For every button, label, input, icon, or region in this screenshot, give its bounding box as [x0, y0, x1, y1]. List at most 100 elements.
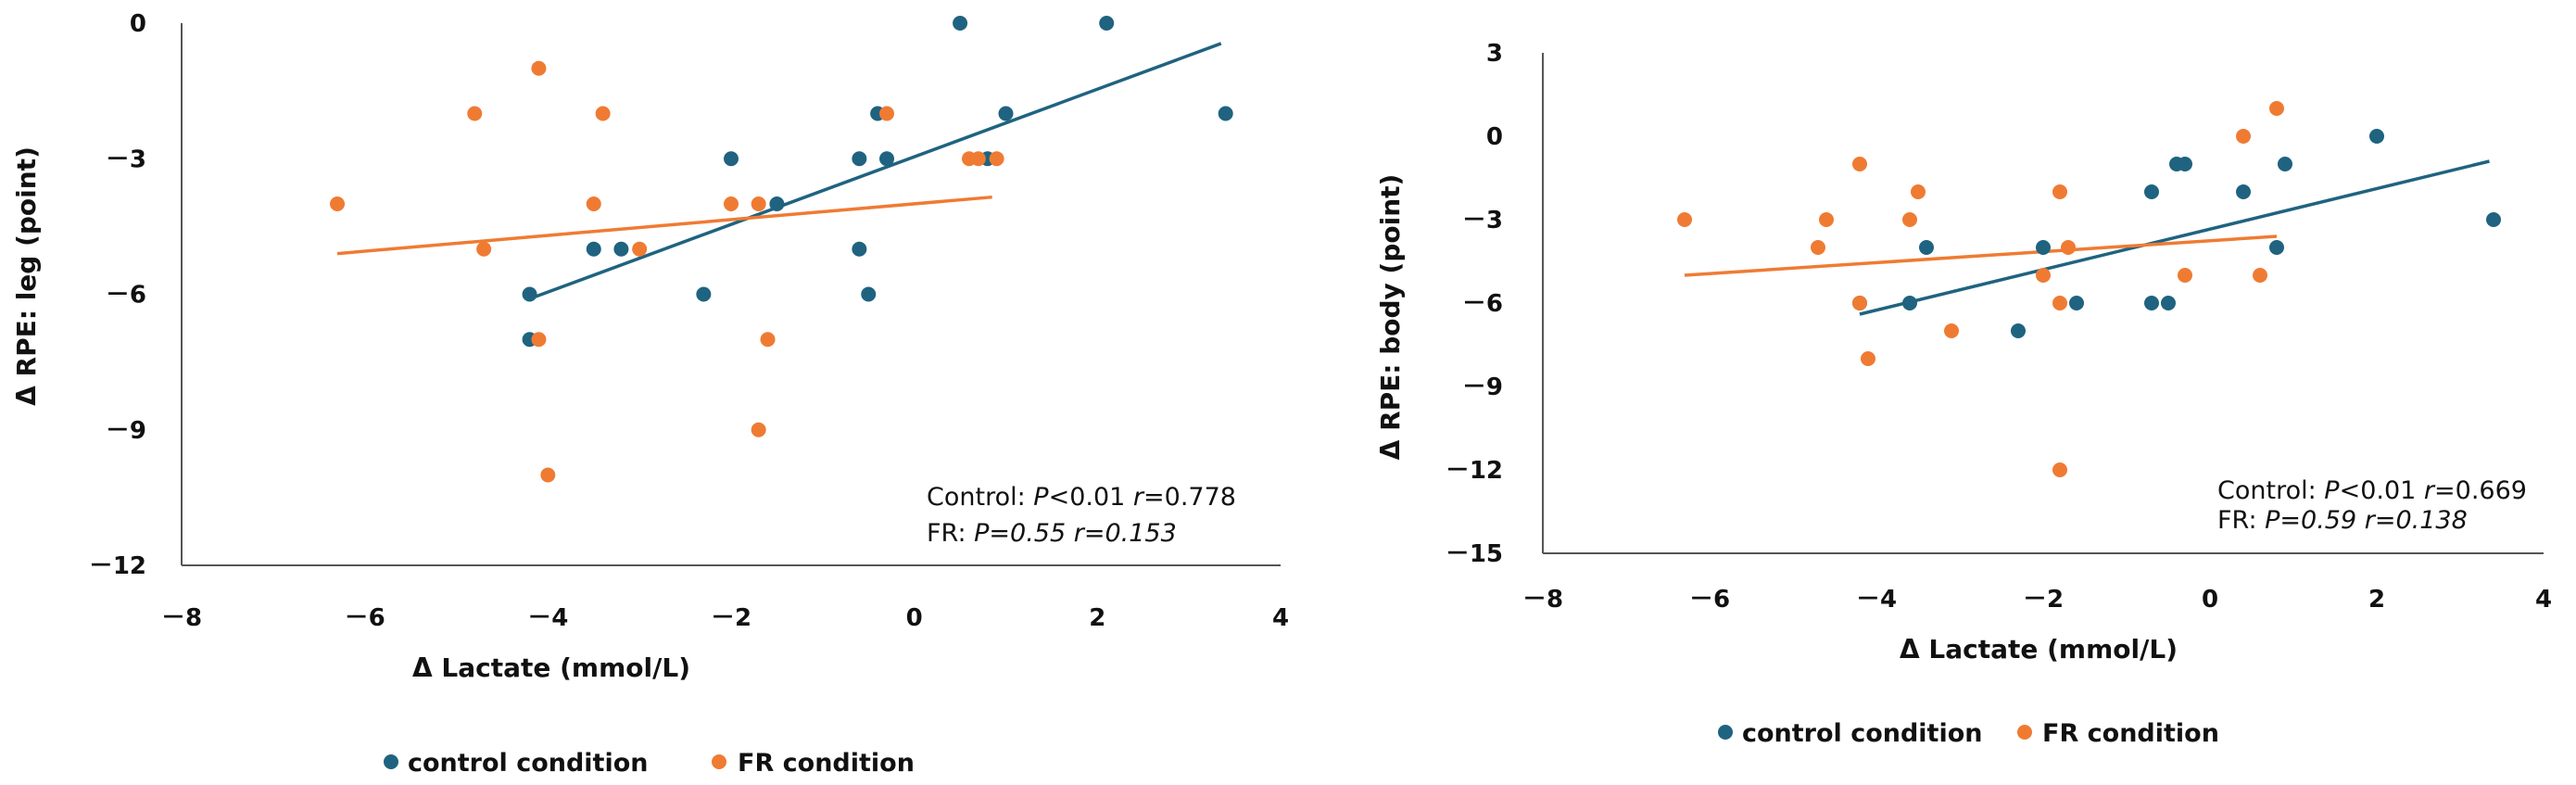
x-tick-label: 4 [2535, 586, 2552, 614]
data-point-control [2011, 323, 2026, 338]
data-point-fr [760, 332, 776, 348]
chart-leg-points [330, 16, 1233, 483]
x-tick-label: 4 [1272, 604, 1289, 632]
stats-control-p-label: P [2324, 476, 2340, 505]
legend-marker-control [384, 754, 398, 769]
data-point-control [852, 151, 867, 167]
x-tick-label: －6 [1689, 586, 1730, 614]
x-tick-label: －8 [1522, 586, 1563, 614]
data-point-control [696, 286, 712, 302]
stats-control-p-value: <0.01 [2340, 476, 2424, 505]
x-tick-label: 0 [2202, 586, 2218, 614]
x-tick-label: －2 [2023, 586, 2064, 614]
stats-control-r-label: r [1133, 483, 1145, 512]
data-point-control [2486, 212, 2501, 227]
data-point-fr [595, 106, 611, 121]
stats-fr-prefix: FR: [2217, 506, 2265, 535]
data-point-control [861, 286, 877, 302]
data-point-fr [330, 196, 346, 211]
chart-body: －8 －6 －4 －2 0 2 4 3 0 －3 －6 －9 －12 －15 Δ Lactate (mmo… [1375, 40, 2552, 748]
x-tick-label: －4 [1856, 586, 1897, 614]
x-tick-label: 2 [2368, 586, 2385, 614]
chart-body-stats-control: Control: P<0.01 r=0.669 [2217, 476, 2527, 505]
data-point-fr [1902, 212, 1917, 227]
data-point-fr [1852, 157, 1867, 171]
stats-control-p-value: <0.01 [1049, 483, 1133, 512]
y-tick-label: －3 [106, 146, 146, 173]
data-point-fr [1911, 184, 1926, 199]
data-point-fr [2253, 268, 2267, 283]
chart-leg-x-axis-title: Δ Lactate (mmol/L) [412, 652, 690, 683]
chart-leg-axes: －8 －6 －4 －2 0 2 4 0 －3 －6 －9 －12 [89, 10, 1289, 632]
y-tick-label: －6 [106, 282, 146, 310]
data-point-fr [531, 60, 547, 76]
data-point-fr [724, 196, 739, 211]
y-tick-label: －12 [89, 552, 146, 580]
data-point-fr [2236, 129, 2251, 144]
data-point-control [953, 16, 968, 31]
chart-body-x-axis-title: Δ Lactate (mmol/L) [1900, 634, 2178, 665]
y-tick-label: －12 [1446, 457, 1503, 485]
trendline-control-body [1859, 159, 2490, 316]
data-point-fr [2052, 462, 2067, 477]
stats-control-r-value: =0.669 [2434, 476, 2527, 505]
chart-body-legend: control condition FR condition [1718, 719, 2219, 748]
y-tick-label: －9 [106, 417, 146, 445]
data-point-control [1919, 240, 1934, 255]
y-tick-label: 3 [1486, 40, 1503, 68]
data-point-control [2369, 129, 2384, 144]
data-point-fr [751, 196, 766, 211]
data-point-control [769, 196, 785, 211]
chart-leg: －8 －6 －4 －2 0 2 4 0 －3 －6 －9 －12 Δ Lactate (mmol/L)… [11, 10, 1289, 778]
stats-fr-values: P=0.55 r=0.153 [974, 519, 1177, 548]
legend-marker-fr [712, 754, 726, 769]
legend-label-fr: FR condition [2042, 719, 2219, 748]
y-tick-label: －15 [1446, 540, 1503, 568]
data-point-fr [1677, 212, 1692, 227]
data-point-fr [1811, 240, 1825, 255]
chart-leg-stats-control: Control: P<0.01 r=0.778 [927, 483, 1236, 512]
stats-fr-values: P=0.59 r=0.138 [2265, 506, 2468, 535]
data-point-fr [540, 467, 556, 483]
data-point-fr [1852, 296, 1867, 310]
data-point-control [2144, 296, 2159, 310]
data-point-control [613, 241, 629, 257]
chart-leg-trendlines [336, 42, 1222, 301]
y-tick-label: 0 [1486, 123, 1503, 151]
data-point-fr [2052, 184, 2067, 199]
data-point-fr [1861, 351, 1875, 366]
chart-leg-y-axis-title: Δ RPE: leg (point) [11, 146, 42, 406]
data-point-control [2036, 240, 2051, 255]
chart-body-y-axis-title: Δ RPE: body (point) [1375, 174, 1406, 461]
y-tick-label: －9 [1462, 374, 1503, 401]
data-point-control [2269, 240, 2284, 255]
data-point-control [1099, 16, 1115, 31]
data-point-fr [2052, 296, 2067, 310]
stats-fr-prefix: FR: [927, 519, 974, 548]
chart-body-trendlines [1684, 159, 2490, 316]
data-point-control [724, 151, 739, 167]
y-tick-label: 0 [130, 10, 146, 38]
trendline-fr-leg [336, 195, 992, 256]
data-point-control [2069, 296, 2084, 310]
data-point-fr [970, 151, 986, 167]
y-tick-label: －6 [1462, 290, 1503, 318]
data-point-control [879, 151, 895, 167]
data-point-control [852, 241, 867, 257]
chart-body-axes: －8 －6 －4 －2 0 2 4 3 0 －3 －6 －9 －12 －15 [1446, 40, 2552, 614]
y-tick-label: －3 [1462, 207, 1503, 234]
x-tick-label: －8 [161, 604, 202, 632]
data-point-control [2236, 184, 2251, 199]
x-tick-label: －6 [345, 604, 385, 632]
chart-leg-legend: control condition FR condition [384, 749, 915, 778]
data-point-control [2278, 157, 2292, 171]
x-tick-label: 2 [1089, 604, 1105, 632]
data-point-fr [2269, 101, 2284, 116]
legend-label-fr: FR condition [738, 749, 915, 778]
data-point-fr [531, 332, 547, 348]
legend-label-control: control condition [408, 749, 649, 778]
chart-body-stats-fr: FR: P=0.59 r=0.138 [2217, 506, 2468, 535]
data-point-fr [1944, 323, 1959, 338]
data-point-control [2178, 157, 2192, 171]
